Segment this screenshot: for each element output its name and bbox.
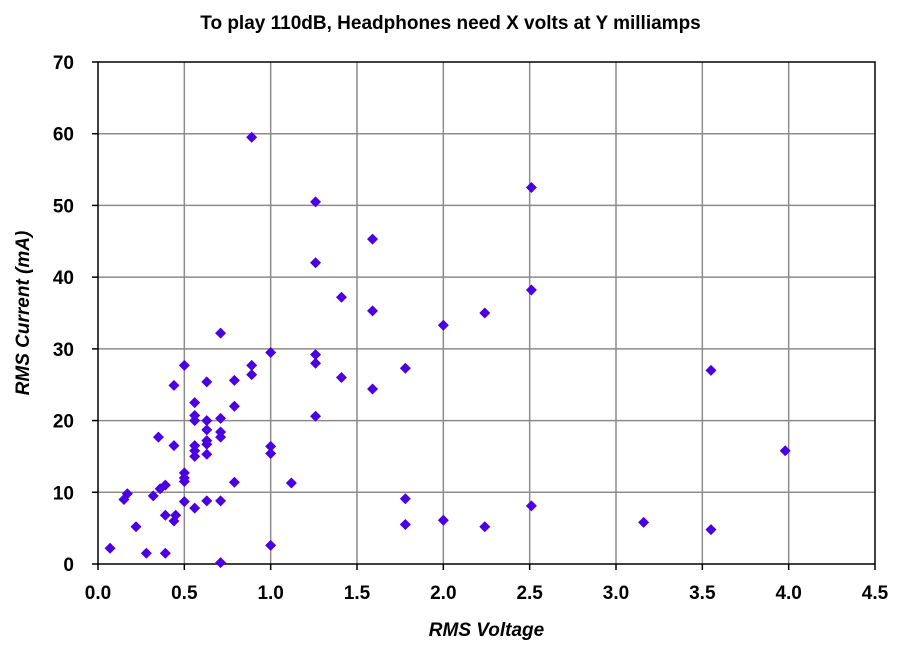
data-point xyxy=(437,514,449,526)
data-point xyxy=(152,431,164,443)
data-point xyxy=(104,542,116,554)
data-point xyxy=(525,284,537,296)
chart-title: To play 110dB, Headphones need X volts a… xyxy=(200,13,701,34)
x-axis-ticks: 0.0 0.5 1.0 1.5 2.0 2.5 3.0 3.5 4.0 4.5 xyxy=(85,564,889,604)
data-point xyxy=(189,502,201,514)
x-tick-label: 4.0 xyxy=(775,583,801,604)
data-point xyxy=(201,376,213,388)
data-point xyxy=(705,364,717,376)
data-point xyxy=(705,524,717,536)
x-tick-label: 3.5 xyxy=(689,583,716,604)
data-point xyxy=(159,509,171,521)
data-point xyxy=(335,291,347,303)
x-tick-label: 2.0 xyxy=(430,583,456,604)
x-tick-label: 0.5 xyxy=(171,583,198,604)
x-axis-title: RMS Voltage xyxy=(429,620,545,641)
data-point xyxy=(310,357,322,369)
data-point xyxy=(310,257,322,269)
data-point xyxy=(285,477,297,489)
data-point xyxy=(189,450,201,462)
x-tick-label: 1.0 xyxy=(257,583,283,604)
data-point xyxy=(215,495,227,507)
y-axis-title: RMS Current (mA) xyxy=(13,231,34,396)
data-point xyxy=(479,307,491,319)
data-point xyxy=(367,383,379,395)
data-point xyxy=(159,479,171,491)
data-point xyxy=(168,379,180,391)
data-point xyxy=(159,547,171,559)
y-tick-label: 60 xyxy=(53,125,74,146)
data-point xyxy=(228,476,240,488)
y-tick-label: 0 xyxy=(63,555,74,576)
data-point xyxy=(189,415,201,427)
data-point xyxy=(130,521,142,533)
data-point xyxy=(168,440,180,452)
data-point xyxy=(140,547,152,559)
data-point xyxy=(215,431,227,443)
y-tick-label: 50 xyxy=(53,196,74,217)
data-point xyxy=(310,410,322,422)
data-point xyxy=(201,495,213,507)
data-point xyxy=(215,327,227,339)
y-tick-label: 30 xyxy=(53,340,74,361)
plot-area-border xyxy=(97,61,876,565)
data-point xyxy=(147,490,159,502)
x-tick-label: 4.5 xyxy=(862,583,889,604)
data-point xyxy=(399,362,411,374)
data-point xyxy=(178,476,190,488)
y-tick-label: 20 xyxy=(53,412,74,433)
gridlines xyxy=(98,62,875,564)
data-point xyxy=(310,196,322,208)
data-point xyxy=(265,539,277,551)
data-point xyxy=(525,500,537,512)
data-point xyxy=(201,424,213,436)
data-point xyxy=(189,445,201,457)
data-point xyxy=(246,369,258,381)
data-point xyxy=(479,521,491,533)
data-point xyxy=(178,359,190,371)
data-point xyxy=(399,493,411,505)
data-point xyxy=(201,415,213,427)
data-point xyxy=(201,448,213,460)
y-tick-label: 70 xyxy=(53,53,74,74)
data-point xyxy=(178,496,190,508)
data-point xyxy=(215,412,227,424)
data-point xyxy=(215,557,227,569)
data-point xyxy=(246,359,258,371)
y-tick-label: 10 xyxy=(53,483,74,504)
data-point xyxy=(779,445,791,457)
x-tick-label: 2.5 xyxy=(516,583,543,604)
data-point xyxy=(265,346,277,358)
data-point xyxy=(367,233,379,245)
data-point xyxy=(367,305,379,317)
data-point xyxy=(228,400,240,412)
data-point xyxy=(189,397,201,409)
data-point xyxy=(335,372,347,384)
x-tick-label: 0.0 xyxy=(85,583,111,604)
data-point xyxy=(121,488,133,500)
data-point xyxy=(201,438,213,450)
data-point xyxy=(170,509,182,521)
data-point xyxy=(525,182,537,193)
y-axis-ticks: 0 10 20 30 40 50 60 70 xyxy=(53,53,98,576)
data-point xyxy=(265,440,277,452)
data-point xyxy=(265,448,277,460)
data-point xyxy=(399,519,411,531)
data-point xyxy=(228,374,240,386)
x-tick-label: 1.5 xyxy=(344,583,371,604)
data-point xyxy=(246,131,258,143)
data-points xyxy=(104,131,791,569)
y-tick-label: 40 xyxy=(53,268,74,289)
data-point xyxy=(638,516,650,528)
x-tick-label: 3.0 xyxy=(603,583,629,604)
data-point xyxy=(437,319,449,331)
data-point xyxy=(310,349,322,361)
